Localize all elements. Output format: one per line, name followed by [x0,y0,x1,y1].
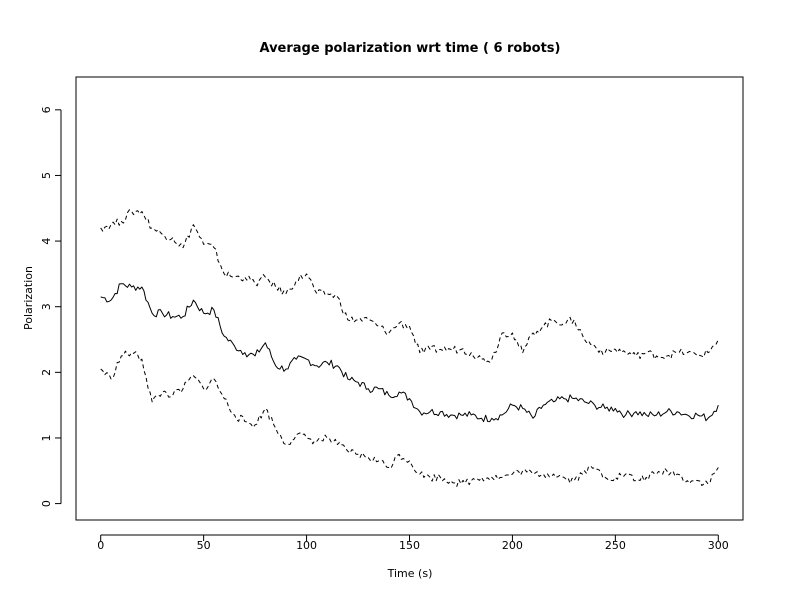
x-tick-label: 0 [97,539,104,552]
x-tick-label: 100 [296,539,317,552]
x-tick-label: 50 [197,539,211,552]
y-tick-label: 6 [40,106,53,113]
plot-frame [75,76,744,521]
x-tick-label: 150 [399,539,420,552]
x-axis: 0 50 100 150 200 250 300 [97,534,729,552]
y-tick-label: 1 [40,434,53,441]
y-tick-label: 0 [40,500,53,507]
x-axis-label: Time (s) [387,567,433,580]
series-layer [100,209,719,487]
x-tick-label: 200 [502,539,523,552]
y-tick-label: 3 [40,303,53,310]
y-tick-label: 2 [40,369,53,376]
y-axis: 0 1 2 3 4 5 6 [40,106,62,507]
series-line-2 [100,209,719,363]
y-axis-label: Polarization [22,266,35,330]
y-tick-label: 4 [40,238,53,245]
x-tick-label: 300 [708,539,729,552]
x-tick-label: 250 [605,539,626,552]
y-tick-label: 5 [40,172,53,179]
chart-title: Average polarization wrt time ( 6 robots… [259,41,560,56]
series-line-1 [100,283,719,423]
series-line-3 [100,350,719,487]
